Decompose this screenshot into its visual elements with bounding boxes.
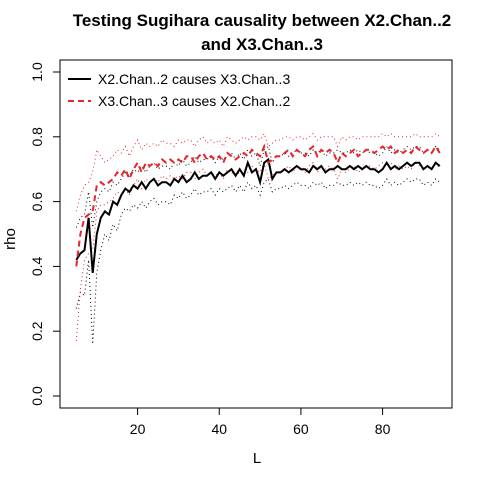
- y-tick-label: 0.4: [29, 256, 45, 276]
- y-tick-label: 0.8: [29, 127, 45, 147]
- chart-title-line2: and X3.Chan..3: [201, 35, 323, 54]
- legend: X2.Chan..2 causes X3.Chan..3 X3.Chan..3 …: [68, 71, 290, 109]
- series-1-line: [75, 157, 441, 274]
- series-2-line: [75, 143, 441, 267]
- band-2-upper-line: [75, 132, 441, 212]
- y-tick-label: 0.2: [29, 321, 45, 341]
- x-tick-label: 80: [375, 421, 391, 437]
- x-axis: 20 40 60 80: [130, 407, 391, 437]
- y-axis: 0.0 0.2 0.4 0.6 0.8 1.0: [29, 62, 61, 406]
- x-tick-label: 60: [293, 421, 309, 437]
- chart-title: Testing Sugihara causality between X2.Ch…: [73, 11, 452, 30]
- band-1-lower-line: [75, 177, 441, 345]
- x-tick-label: 20: [130, 421, 146, 437]
- x-axis-label: L: [253, 450, 261, 467]
- band-2-lower-line: [75, 161, 441, 341]
- legend-label-series-2: X3.Chan..3 causes X2.Chan..2: [98, 93, 290, 109]
- y-tick-label: 1.0: [29, 62, 45, 82]
- confidence-bands: [75, 132, 441, 345]
- legend-label-series-1: X2.Chan..2 causes X3.Chan..3: [98, 71, 290, 87]
- x-tick-label: 40: [211, 421, 227, 437]
- y-tick-label: 0.6: [29, 192, 45, 212]
- y-tick-label: 0.0: [29, 386, 45, 406]
- series-lines: [75, 143, 441, 274]
- y-axis-label: rho: [2, 228, 19, 250]
- band-1-upper-line: [75, 145, 441, 228]
